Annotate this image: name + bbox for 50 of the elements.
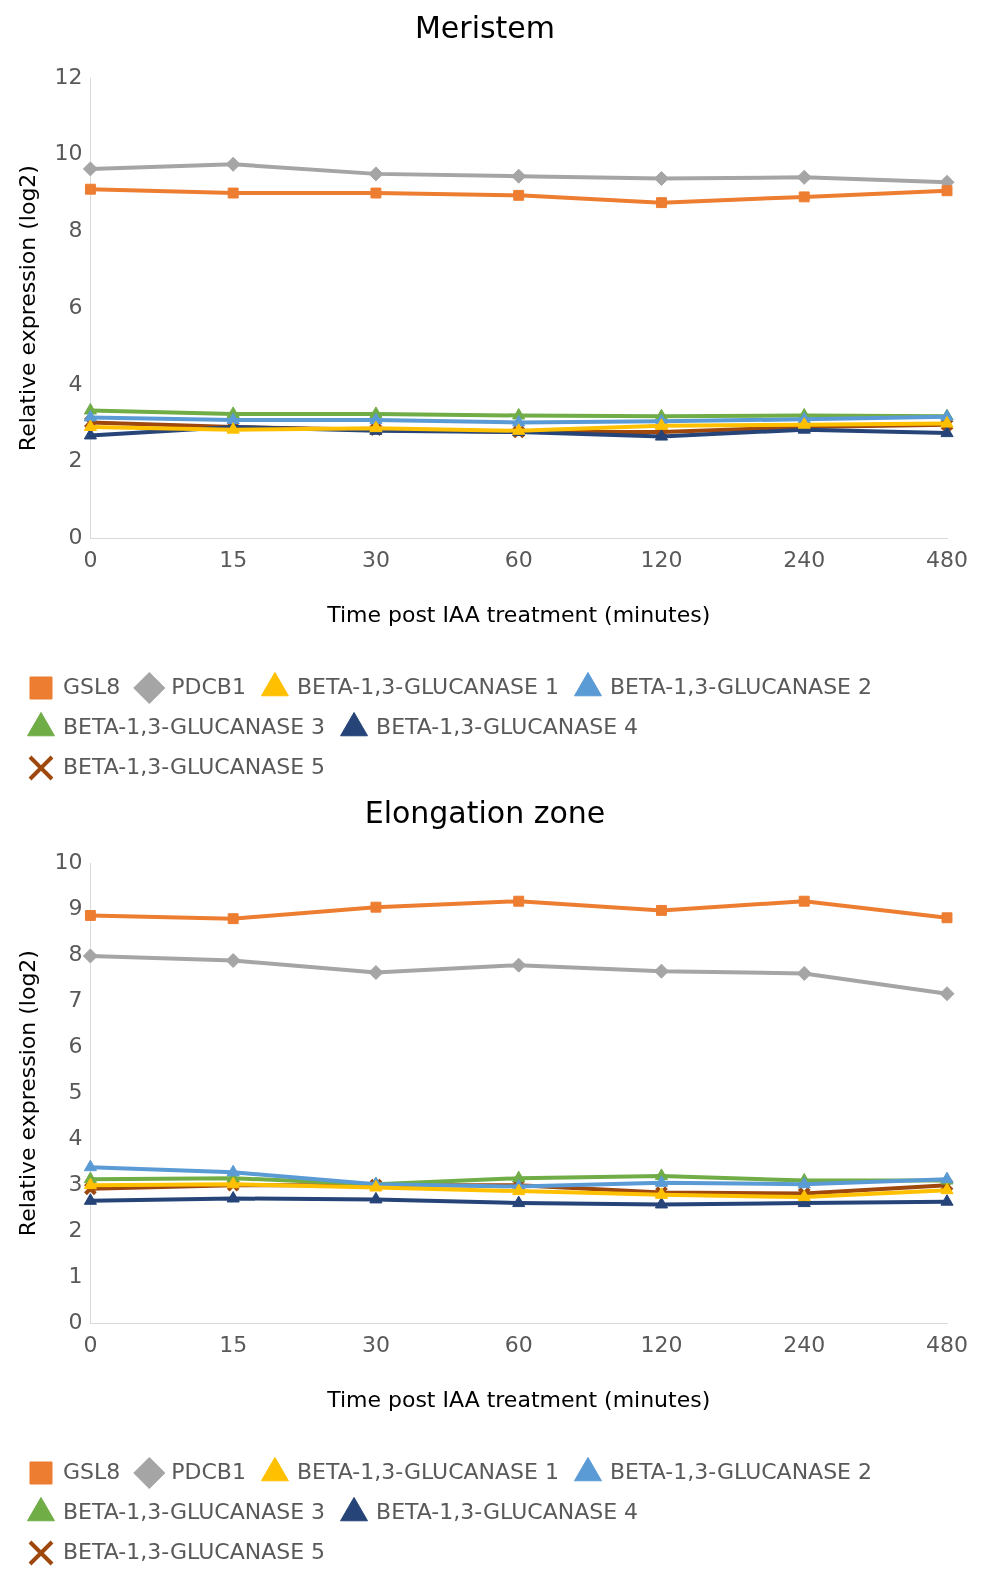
y-tick-label: 2 (68, 447, 83, 473)
legend-label: PDCB1 (171, 673, 246, 699)
y-tick-label: 4 (68, 1124, 83, 1150)
x-axis-title: Time post IAA treatment (minutes) (326, 601, 711, 627)
x-tick-label: 30 (361, 547, 390, 573)
x-tick-label: 60 (504, 1332, 533, 1358)
y-tick-label: 10 (54, 848, 83, 874)
y-tick-label: 4 (68, 370, 83, 396)
y-tick-label: 6 (68, 293, 83, 319)
chart-title: Meristem (414, 9, 556, 45)
legend-label: BETA-1,3-GLUCANASE 5 (63, 753, 326, 779)
x-tick-label: 240 (783, 547, 826, 573)
legend-label: BETA-1,3-GLUCANASE 3 (63, 713, 326, 739)
y-axis-title: Relative expression (log2) (14, 950, 40, 1237)
legend-label: BETA-1,3-GLUCANASE 4 (376, 713, 639, 739)
y-tick-label: 6 (68, 1032, 83, 1058)
y-tick-label: 8 (68, 217, 83, 243)
y-tick-label: 0 (68, 1308, 83, 1334)
legend-label: GSL8 (63, 673, 121, 699)
y-tick-label: 5 (68, 1078, 83, 1104)
y-tick-label: 9 (68, 894, 83, 920)
y-tick-label: 10 (54, 140, 83, 166)
legend-label: BETA-1,3-GLUCANASE 3 (63, 1498, 326, 1524)
legend-label: BETA-1,3-GLUCANASE 1 (296, 1458, 559, 1484)
legend-label: BETA-1,3-GLUCANASE 1 (296, 673, 559, 699)
y-tick-label: 3 (68, 1170, 83, 1196)
y-tick-label: 0 (68, 523, 83, 549)
y-tick-label: 7 (68, 986, 83, 1012)
x-tick-label: 30 (361, 1332, 390, 1358)
x-tick-label: 120 (640, 547, 683, 573)
legend-label: BETA-1,3-GLUCANASE 5 (63, 1538, 326, 1564)
y-axis-title: Relative expression (log2) (14, 165, 40, 452)
y-tick-label: 1 (68, 1262, 83, 1288)
x-tick-label: 120 (640, 1332, 683, 1358)
x-tick-label: 480 (926, 547, 968, 573)
x-tick-label: 15 (219, 547, 248, 573)
legend-label: BETA-1,3-GLUCANASE 4 (376, 1498, 639, 1524)
x-axis-title: Time post IAA treatment (minutes) (326, 1386, 711, 1412)
legend-label: PDCB1 (171, 1458, 246, 1484)
x-tick-label: 60 (504, 547, 533, 573)
y-tick-label: 8 (68, 940, 83, 966)
legend-label: BETA-1,3-GLUCANASE 2 (609, 1458, 873, 1484)
x-tick-label: 240 (783, 1332, 826, 1358)
x-tick-label: 480 (926, 1332, 968, 1358)
chart-title: Elongation zone (364, 794, 606, 830)
x-tick-label: 15 (219, 1332, 248, 1358)
y-tick-label: 2 (68, 1216, 83, 1242)
legend-label: BETA-1,3-GLUCANASE 2 (609, 673, 873, 699)
legend-label: GSL8 (63, 1458, 121, 1484)
y-tick-label: 12 (54, 63, 83, 89)
